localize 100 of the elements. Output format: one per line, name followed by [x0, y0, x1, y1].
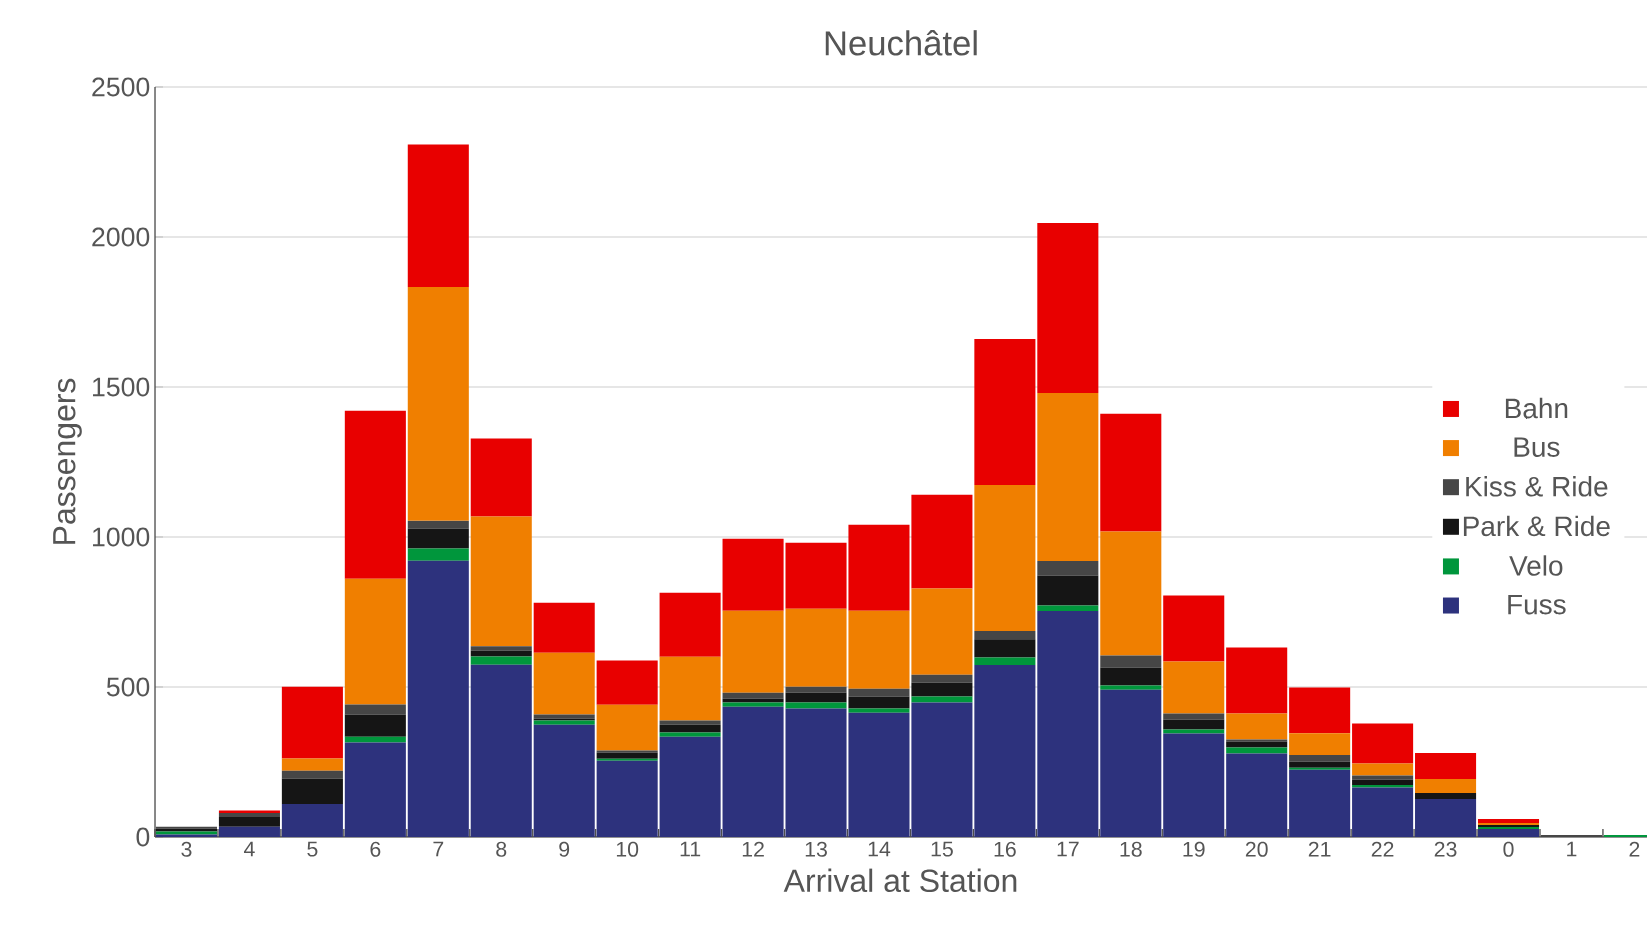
bar: [596, 704, 658, 751]
legend-label: Velo: [1509, 555, 1563, 576]
x-tick-label: 17: [1057, 841, 1079, 857]
x-tick-label: 16: [994, 841, 1016, 857]
bar: [1037, 575, 1099, 606]
bar: [1226, 747, 1288, 754]
bar: [407, 520, 469, 529]
legend-label: Fuss: [1508, 594, 1566, 615]
bar: [470, 650, 532, 657]
bar: [1100, 531, 1162, 656]
x-tick-label: 19: [1183, 841, 1205, 857]
chart-title: Neuchâtel: [825, 30, 977, 56]
bar: [1037, 222, 1099, 393]
bar: [1289, 767, 1351, 770]
bar: [407, 560, 469, 837]
bar: [1100, 689, 1162, 837]
bar: [974, 338, 1036, 486]
bar: [1100, 413, 1162, 532]
y-tick-label: 2500: [92, 77, 150, 97]
x-tick-label: 12: [742, 841, 764, 857]
y-tick-label: 2000: [92, 227, 150, 247]
bar: [281, 770, 343, 779]
bar: [470, 438, 532, 517]
x-tick-label: 8: [496, 841, 507, 857]
bar: [1163, 661, 1225, 714]
bar: [1352, 763, 1414, 776]
x-tick-label: 13: [805, 841, 827, 857]
bar: [407, 528, 469, 549]
bar: [407, 287, 469, 521]
bar: [1037, 392, 1099, 561]
bar: [344, 578, 406, 705]
bar: [470, 664, 532, 837]
bar: [1226, 713, 1288, 740]
bar: [1037, 611, 1099, 837]
bar: [533, 720, 595, 725]
bar: [911, 682, 973, 697]
legend-label: Bahn: [1505, 397, 1568, 419]
bar: [1226, 753, 1288, 837]
bar: [1415, 779, 1477, 793]
bar: [281, 803, 343, 837]
bar: [1415, 792, 1477, 799]
x-tick-label: 23: [1434, 841, 1457, 857]
bar: [659, 720, 721, 725]
bar: [1352, 779, 1414, 786]
bar: [1289, 761, 1351, 768]
x-axis-title: Arrival at Station: [783, 868, 1017, 893]
legend-label: Kiss & Ride: [1466, 476, 1608, 497]
bar: [1415, 752, 1477, 780]
bar: [1163, 713, 1225, 720]
bar: [596, 758, 658, 761]
x-tick-label: 5: [307, 841, 318, 857]
bar: [533, 602, 595, 653]
bar: [911, 674, 973, 683]
bar: [1226, 647, 1288, 714]
y-tick-label: 1000: [93, 527, 150, 547]
x-tick-label: 18: [1120, 841, 1142, 857]
bar: [1100, 667, 1162, 686]
bar: [1163, 733, 1225, 837]
bar: [344, 714, 406, 737]
bar: [1289, 733, 1351, 756]
bar: [1352, 723, 1414, 764]
bar: [533, 724, 595, 837]
bar: [407, 548, 469, 561]
bar: [659, 736, 721, 837]
bar: [1163, 719, 1225, 730]
bar: [470, 516, 532, 647]
bar: [470, 656, 532, 665]
bar: [218, 816, 280, 827]
bar: [974, 485, 1036, 631]
bar: [218, 812, 280, 817]
bar: [344, 410, 406, 579]
x-tick-label: 11: [680, 841, 701, 857]
bar: [848, 708, 910, 713]
bar: [974, 657, 1036, 666]
x-tick-label: 2: [1629, 841, 1640, 857]
bar: [911, 696, 973, 703]
bar: [281, 758, 343, 771]
bar: [1289, 769, 1351, 837]
bar: [344, 704, 406, 715]
bar: [1477, 818, 1540, 823]
bar: [1100, 685, 1162, 690]
bar: [281, 778, 343, 804]
bar: [1037, 605, 1099, 612]
x-tick-label: 0: [1503, 841, 1514, 857]
bar: [407, 144, 469, 288]
x-tick-label: 6: [370, 841, 381, 857]
x-tick-label: 4: [243, 841, 255, 857]
bar: [1352, 787, 1414, 837]
bar: [281, 686, 343, 759]
bar: [974, 665, 1036, 837]
bar: [1477, 828, 1540, 837]
bar: [533, 652, 595, 715]
bar: [1226, 739, 1288, 742]
bar: [533, 714, 595, 719]
bar: [659, 724, 721, 733]
bar: [596, 760, 658, 837]
bar: [344, 742, 406, 837]
x-tick-label: 7: [433, 841, 444, 857]
bar: [659, 592, 721, 657]
bar: [218, 826, 280, 837]
